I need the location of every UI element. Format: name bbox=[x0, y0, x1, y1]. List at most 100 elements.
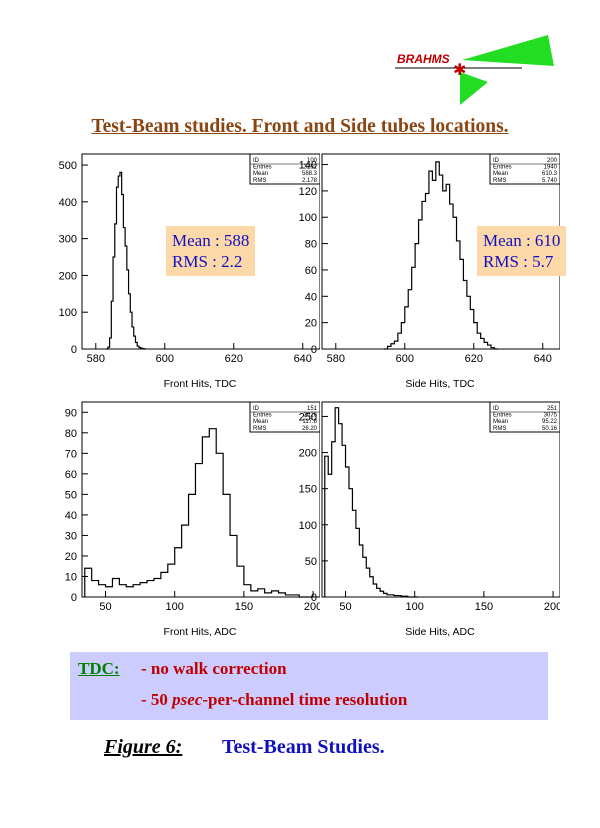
y-tick-label: 400 bbox=[59, 197, 77, 209]
stats-label: ID bbox=[253, 158, 260, 164]
y-tick-label: 500 bbox=[59, 160, 77, 172]
notes-tdc-label: TDC: bbox=[78, 659, 120, 678]
x-tick-label: 200 bbox=[304, 601, 320, 613]
histogram-front-tdc: 580 600 620 640 0 100 200 300 400 500 ID 100 Entries… bbox=[50, 152, 320, 397]
rms-text: RMS : 5.7 bbox=[483, 252, 554, 271]
y-tick-label: 20 bbox=[305, 318, 317, 330]
x-tick-label: 200 bbox=[544, 601, 560, 613]
stats-value: 3026 bbox=[304, 413, 318, 419]
y-tick-label: 50 bbox=[65, 489, 77, 501]
plot-frame bbox=[321, 401, 560, 598]
x-tick-label: 150 bbox=[235, 601, 253, 613]
logo-green-sector-lower bbox=[460, 72, 488, 105]
y-tick-label: 0 bbox=[71, 344, 77, 356]
y-tick-label: 0 bbox=[71, 592, 77, 604]
stats-value: 251 bbox=[547, 406, 558, 412]
x-tick-label: 640 bbox=[534, 353, 552, 365]
stats-label: Mean bbox=[253, 419, 268, 425]
y-tick-label: 30 bbox=[65, 530, 77, 542]
stats-value: 95.22 bbox=[542, 419, 558, 425]
y-tick-label: 40 bbox=[305, 291, 317, 303]
logo-star-icon: ✱ bbox=[453, 60, 466, 79]
brahms-logo: ✱ bbox=[395, 35, 554, 105]
mean-text: Mean : 610 bbox=[483, 231, 561, 250]
y-tick-label: 100 bbox=[299, 520, 317, 532]
stats-value: 100 bbox=[307, 158, 318, 164]
y-tick-label: 10 bbox=[65, 571, 77, 583]
histogram-front-adc: 50 100 150 200 0 10 20 30 40 50 60 70 80 90 ID 151 Entri… bbox=[50, 400, 320, 645]
y-tick-label: 60 bbox=[305, 265, 317, 277]
y-tick-label: 20 bbox=[65, 551, 77, 563]
histogram-side-adc: 50 100 150 200 0 50 100 150 200 250 ID 251 Entries 30… bbox=[290, 400, 560, 645]
rms-text: RMS : 2.2 bbox=[172, 252, 243, 271]
y-tick-label: 80 bbox=[65, 428, 77, 440]
stats-box bbox=[489, 153, 560, 185]
logo-text: BRAHMS bbox=[397, 52, 450, 66]
x-tick-label: 580 bbox=[327, 353, 345, 365]
stats-label: ID bbox=[253, 406, 260, 412]
page-title: Test-Beam studies. Front and Side tubes … bbox=[91, 116, 509, 137]
x-tick-label: 150 bbox=[475, 601, 493, 613]
x-tick-label: 620 bbox=[225, 353, 243, 365]
y-tick-label: 100 bbox=[299, 212, 317, 224]
notes-line-2-emph: psec bbox=[172, 690, 203, 709]
notes-line-2-prefix: - 50 bbox=[141, 690, 173, 709]
x-axis-label: Side Hits, ADC bbox=[405, 626, 475, 638]
figure-label: Figure 6: bbox=[104, 736, 183, 758]
stats-value: 588.3 bbox=[302, 171, 318, 177]
x-tick-label: 50 bbox=[99, 601, 111, 613]
plot-frame bbox=[81, 153, 320, 350]
stats-label: RMS bbox=[493, 426, 506, 432]
histogram-line bbox=[106, 171, 146, 350]
stats-label: Mean bbox=[493, 419, 508, 425]
y-tick-label: 90 bbox=[65, 407, 77, 419]
stats-label: RMS bbox=[253, 426, 266, 432]
y-tick-label: 300 bbox=[59, 234, 77, 246]
y-tick-label: 60 bbox=[65, 469, 77, 481]
figure-caption: Test-Beam Studies. bbox=[222, 736, 385, 758]
stats-value: 50.16 bbox=[542, 426, 558, 432]
stats-box bbox=[489, 401, 560, 433]
stats-value: 1940 bbox=[544, 165, 558, 171]
stats-value: 3292 bbox=[304, 165, 318, 171]
x-tick-label: 100 bbox=[406, 601, 424, 613]
y-tick-label: 120 bbox=[299, 186, 317, 198]
y-tick-label: 0 bbox=[311, 344, 317, 356]
x-tick-label: 600 bbox=[396, 353, 414, 365]
side-tdc-stats-overlay: Mean : 610 RMS : 5.7 bbox=[477, 226, 567, 276]
x-tick-label: 580 bbox=[87, 353, 105, 365]
stats-label: RMS bbox=[493, 178, 506, 184]
stats-value: 3075 bbox=[544, 413, 558, 419]
notes-line-2: - 50 psec-per-channel time resolution bbox=[141, 690, 407, 710]
notes-line-1: - no walk correction bbox=[141, 659, 287, 678]
stats-label: Entries bbox=[253, 413, 272, 419]
mean-text: Mean : 588 bbox=[172, 231, 250, 250]
stats-value: 200 bbox=[547, 158, 558, 164]
stats-value: 5.740 bbox=[542, 178, 558, 184]
x-axis-label: Side Hits, TDC bbox=[405, 378, 475, 390]
histogram-side-tdc: 580 600 620 640 0 20 40 60 80 100 120 140 ID 200 Entri… bbox=[290, 152, 560, 397]
stats-label: RMS bbox=[253, 178, 266, 184]
y-tick-label: 200 bbox=[59, 270, 77, 282]
stats-box bbox=[249, 401, 320, 433]
y-tick-label: 0 bbox=[311, 592, 317, 604]
y-tick-label: 140 bbox=[299, 160, 317, 172]
logo-green-sector-upper bbox=[462, 35, 554, 66]
stats-label: ID bbox=[493, 158, 500, 164]
stats-value: 610.3 bbox=[542, 171, 558, 177]
stats-value: 151 bbox=[307, 406, 318, 412]
notes-box bbox=[70, 652, 548, 720]
y-tick-label: 50 bbox=[305, 556, 317, 568]
front-tdc-stats-overlay: Mean : 588 RMS : 2.2 bbox=[166, 226, 256, 276]
x-tick-label: 50 bbox=[339, 601, 351, 613]
x-tick-label: 620 bbox=[465, 353, 483, 365]
stats-value: 26.20 bbox=[302, 426, 318, 432]
notes-line-2-suffix: -per-channel time resolution bbox=[202, 690, 408, 709]
x-axis-label: Front Hits, TDC bbox=[163, 378, 237, 390]
plot-frame bbox=[81, 401, 320, 598]
y-tick-label: 100 bbox=[59, 307, 77, 319]
y-tick-label: 150 bbox=[299, 484, 317, 496]
stats-value: 117.8 bbox=[302, 419, 317, 425]
stats-label: Entries bbox=[493, 165, 512, 171]
x-axis-label: Front Hits, ADC bbox=[163, 626, 237, 638]
